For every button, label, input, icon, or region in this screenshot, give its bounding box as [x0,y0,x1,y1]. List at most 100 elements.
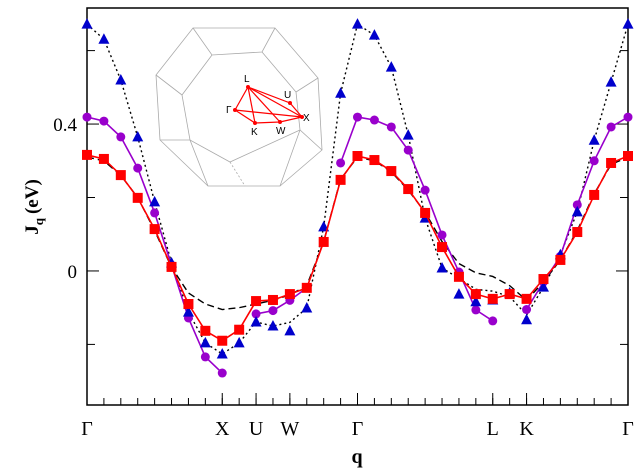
circle-marker [268,306,278,316]
square-marker [267,294,278,305]
circle-marker [471,305,481,315]
x-tick-label: L [487,418,499,440]
y-tick-label: 0 [68,262,78,283]
x-tick-label: Γ [81,418,93,440]
x-axis-label: q [351,446,362,468]
square-marker [200,325,211,336]
square-marker [420,207,431,218]
series-line [87,154,628,342]
square-marker [606,157,617,168]
circle-marker [403,145,413,155]
square-marker [403,184,414,195]
square-marker [82,149,92,160]
circle-marker [606,122,616,132]
triangle-marker [453,288,465,299]
zone-outline [155,27,323,187]
square-marker [183,299,194,310]
y-axis-label: Jq (eV) [22,179,46,235]
circle-marker [133,163,143,173]
circle-marker [336,158,346,168]
triangle-marker [318,220,330,232]
triangle-marker [470,295,482,307]
triangle-marker [571,205,583,217]
square-marker [504,289,515,300]
circle-marker [420,185,430,195]
triangle-marker [436,262,448,273]
inset-label: L [244,74,250,85]
triangle-marker [132,130,144,142]
square-marker [284,289,295,300]
inset-label: U [284,90,291,101]
triangle-marker [385,61,397,72]
triangle-marker [98,33,110,44]
square-marker [166,261,177,272]
y-label-main: J [22,225,43,235]
y-tick-label: 0.4 [53,115,77,136]
triangle-marker [352,18,363,29]
triangle-marker [402,129,414,140]
inset-label: W [276,126,286,137]
brillouin-zone-inset: L U Γ K W X [155,27,323,187]
square-marker [115,170,126,181]
triangle-marker [115,73,127,85]
square-marker [487,293,498,304]
zone-edge [229,161,246,187]
triangle-marker [368,29,380,40]
square-marker [623,151,633,162]
square-marker [555,254,566,265]
plot-frame [86,7,629,406]
circle-marker [99,116,109,126]
series-line [87,156,628,311]
triangle-marker [182,306,194,317]
zone-edge [155,74,183,96]
square-marker [369,155,380,166]
square-marker [589,189,600,200]
triangle-marker [199,336,211,348]
triangle-marker [301,302,313,313]
circle-marker [437,230,447,240]
zone-edge [181,54,213,187]
square-marker [149,224,160,235]
triangle-marker [81,18,93,29]
x-tick-label: U [249,418,264,440]
circle-marker [200,352,210,362]
square-marker [251,296,262,307]
x-tick-label: Γ [352,418,364,440]
square-marker [572,227,583,238]
triangle-marker [521,313,533,325]
circle-marker [522,305,532,315]
triangle-marker [537,281,549,292]
circle-marker [386,122,396,132]
square-marker [437,242,448,253]
triangle-marker [284,324,296,336]
triangle-marker [216,347,228,359]
x-tick-label: X [215,418,230,440]
circle-marker [150,208,160,218]
square-marker [318,236,329,247]
x-tick-label: W [280,418,299,440]
zone-edge [192,27,276,56]
square-marker [386,166,397,177]
square-marker [521,293,532,304]
square-marker [352,151,363,162]
circle-marker [589,156,599,166]
square-marker [132,192,143,203]
triangle-marker [605,76,617,87]
triangle-marker [267,320,279,331]
zone-edge [261,51,301,187]
circle-marker [217,368,227,378]
circle-marker [369,115,379,125]
circle-marker [488,316,498,326]
square-marker [453,271,464,282]
circle-marker [82,112,92,122]
x-tick-label: K [519,418,534,440]
x-tick-label: Γ [622,418,634,440]
zone-edge [160,129,323,163]
zone-edge [295,77,319,93]
square-marker [301,282,312,293]
inset-label: X [303,113,310,124]
square-marker [335,174,346,185]
square-marker [470,289,481,300]
path-points [233,85,304,125]
